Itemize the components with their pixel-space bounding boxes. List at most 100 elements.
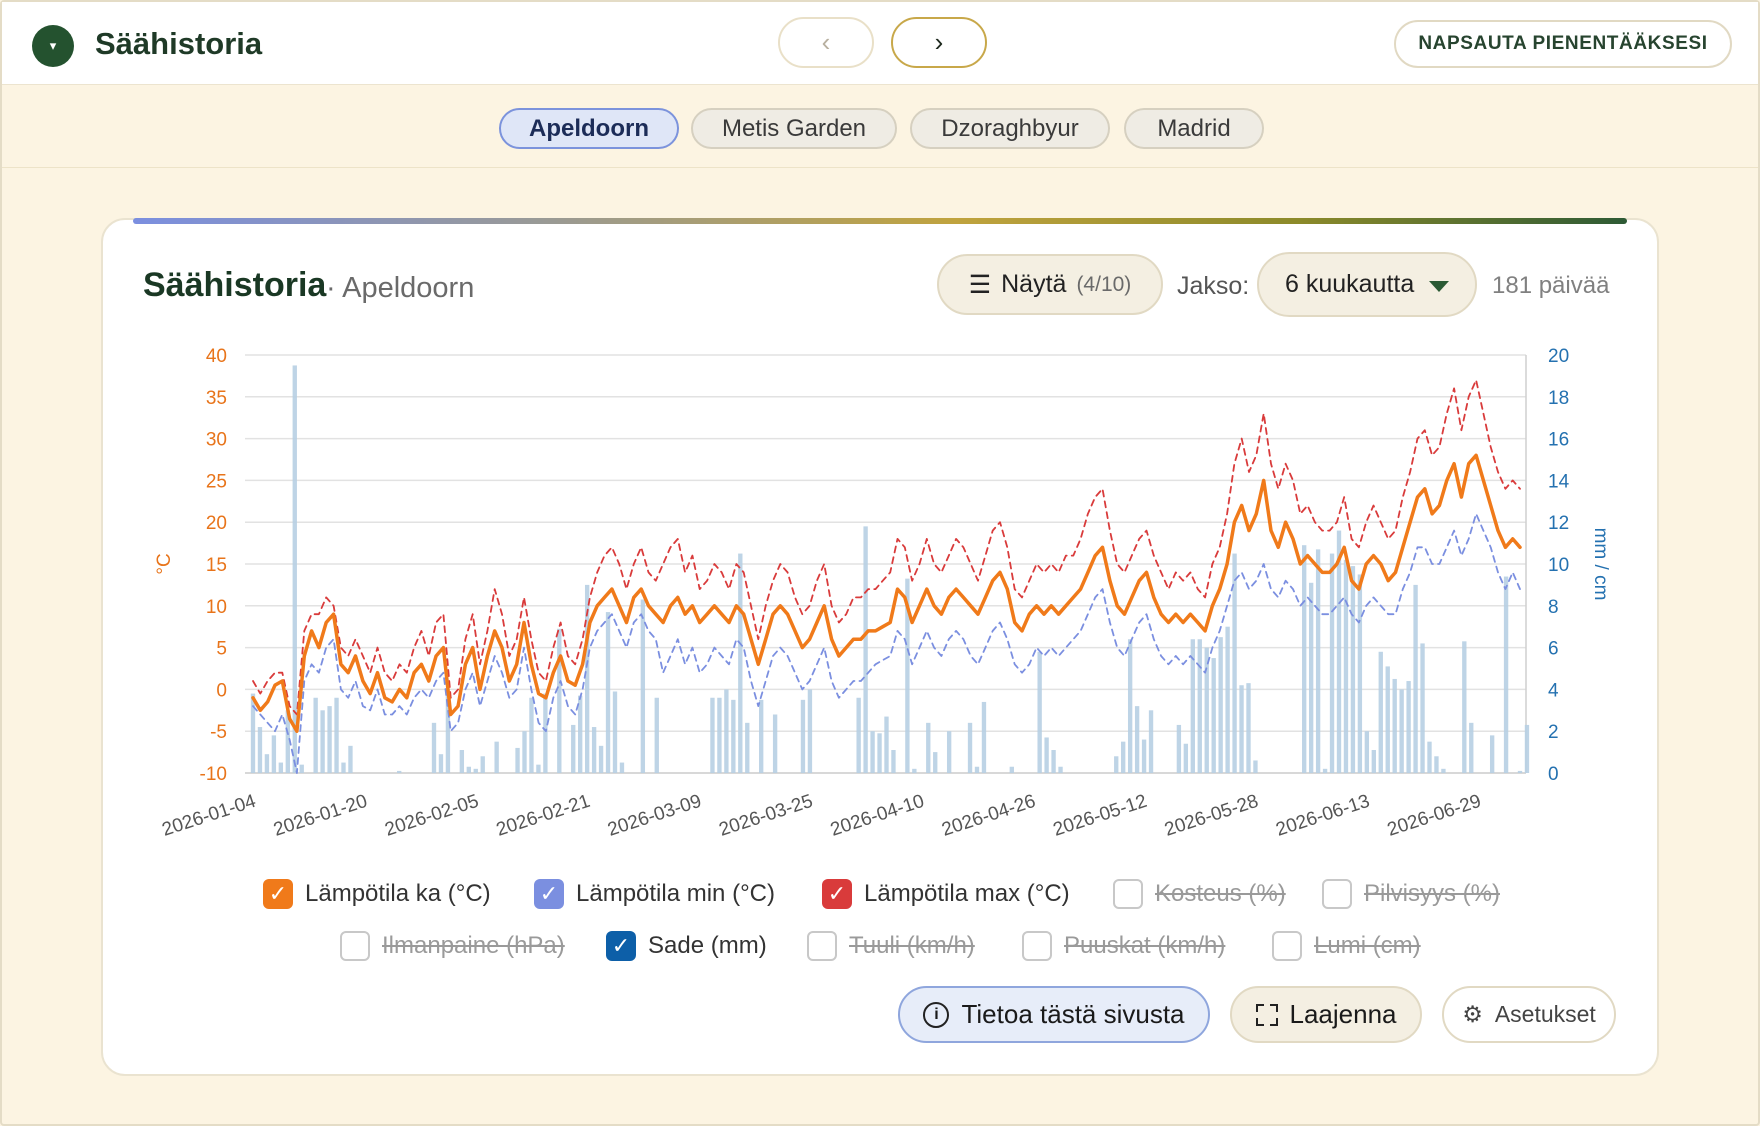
rain-bar <box>264 754 270 773</box>
rain-bar <box>1392 678 1397 773</box>
rain-bar <box>557 628 562 773</box>
collapse-toggle-icon[interactable]: ▾ <box>32 25 74 67</box>
x-tick-label: 2026-02-21 <box>494 791 593 841</box>
legend-checkbox[interactable] <box>1272 931 1302 961</box>
legend-item-lumi-cm[interactable]: Lumi (cm) <box>1272 930 1421 962</box>
legend-checkbox[interactable] <box>1113 879 1143 909</box>
rain-bar <box>278 762 284 773</box>
rain-bar <box>640 599 646 773</box>
top-bar: ▾ Säähistoria ‹ › NAPSAUTA PIENENTÄÄKSES… <box>2 2 1758 85</box>
legend-item-tuuli-km-h[interactable]: Tuuli (km/h) <box>807 930 975 962</box>
x-tick-label: 2026-05-28 <box>1162 791 1261 841</box>
legend-item-lämpötila-ka-c[interactable]: ✓ Lämpötila ka (°C) <box>263 878 491 910</box>
x-tick-label: 2026-04-26 <box>939 791 1038 841</box>
rain-bar <box>974 766 980 773</box>
rain-bar <box>591 727 597 773</box>
legend-label: Ilmanpaine (hPa) <box>382 932 565 959</box>
location-tab-apeldoorn[interactable]: Apeldoorn <box>499 108 679 149</box>
rain-bar <box>891 750 896 773</box>
y-tick-label: 0 <box>216 680 227 701</box>
legend-checkbox[interactable]: ✓ <box>534 879 564 909</box>
rain-bar <box>543 693 548 773</box>
settings-button[interactable]: ⚙ Asetukset <box>1442 986 1616 1043</box>
rain-bar <box>438 754 444 773</box>
rain-bar <box>1441 768 1446 773</box>
rain-bar <box>397 770 402 773</box>
minimize-button[interactable]: NAPSAUTA PIENENTÄÄKSESI <box>1394 20 1732 68</box>
rain-bar <box>1134 706 1140 773</box>
expand-button[interactable]: Laajenna <box>1230 986 1422 1043</box>
legend-checkbox[interactable] <box>1022 931 1052 961</box>
location-tab-dzoraghbyur[interactable]: Dzoraghbyur <box>910 108 1110 149</box>
rain-bar <box>1462 641 1467 773</box>
rain-bar <box>724 689 729 773</box>
legend-item-kosteus[interactable]: Kosteus (%) <box>1113 878 1286 910</box>
rain-bar <box>515 747 520 773</box>
rain-bar <box>884 716 889 773</box>
rain-bar <box>926 722 931 773</box>
legend-item-pilvisyys[interactable]: Pilvisyys (%) <box>1322 878 1500 910</box>
period-value: 6 kuukautta <box>1285 270 1415 298</box>
legend-checkbox[interactable]: ✓ <box>606 931 636 961</box>
settings-label: Asetukset <box>1494 1001 1596 1027</box>
rain-bar <box>1308 582 1314 773</box>
rain-bar <box>320 710 325 773</box>
y2-tick-label: 6 <box>1548 639 1559 660</box>
location-tabs: Apeldoorn Metis Garden Dzoraghbyur Madri… <box>2 86 1758 168</box>
rain-bar <box>1121 741 1126 773</box>
series-line-temp-avg <box>251 453 1522 733</box>
y-axis-title: °C <box>154 553 175 574</box>
legend-item-lämpötila-max-c[interactable]: ✓ Lämpötila max (°C) <box>822 878 1070 910</box>
legend-item-sade-mm[interactable]: ✓ Sade (mm) <box>606 930 767 962</box>
y2-tick-label: 2 <box>1548 722 1559 743</box>
rain-bar <box>1357 574 1363 773</box>
card-title: Säähistoria <box>143 266 327 304</box>
show-series-button[interactable]: ☰ Näytä (4/10) <box>937 254 1163 315</box>
legend-item-ilmanpaine-hpa[interactable]: Ilmanpaine (hPa) <box>340 930 565 962</box>
y-tick-label: 20 <box>206 513 227 534</box>
rain-bar <box>710 697 715 773</box>
x-tick-label: 2026-02-05 <box>382 791 481 841</box>
rain-bar <box>1225 626 1230 773</box>
rain-bar <box>1350 566 1356 773</box>
y2-tick-label: 18 <box>1548 388 1569 409</box>
rain-bar <box>1336 530 1342 773</box>
legend-checkbox[interactable] <box>340 931 370 961</box>
rain-bar <box>522 731 527 773</box>
rain-bar <box>1246 683 1251 773</box>
location-tab-madrid[interactable]: Madrid <box>1124 108 1264 149</box>
rain-bar <box>745 722 750 773</box>
rain-bar <box>1197 639 1202 773</box>
about-page-label: Tietoa tästä sivusta <box>961 999 1185 1029</box>
legend-checkbox[interactable] <box>1322 879 1352 909</box>
rain-bar <box>1364 731 1370 773</box>
series-line-temp-max <box>252 379 1521 716</box>
legend-checkbox[interactable]: ✓ <box>822 879 852 909</box>
show-label: Näytä <box>1001 270 1067 298</box>
rain-bar <box>1420 643 1425 773</box>
legend-item-puuskat-km-h[interactable]: Puuskat (km/h) <box>1022 930 1225 962</box>
legend-item-lämpötila-min-c[interactable]: ✓ Lämpötila min (°C) <box>534 878 775 910</box>
rain-bar <box>327 706 332 773</box>
rain-bar <box>348 745 353 773</box>
legend-checkbox[interactable]: ✓ <box>263 879 293 909</box>
rain-bar <box>759 699 764 773</box>
previous-button[interactable]: ‹ <box>778 17 874 68</box>
legend-checkbox[interactable] <box>807 931 837 961</box>
y-tick-label: 30 <box>206 430 227 451</box>
location-tab-metis-garden[interactable]: Metis Garden <box>691 108 897 149</box>
legend-label: Lämpötila ka (°C) <box>305 880 491 907</box>
y-tick-label: 25 <box>206 471 227 492</box>
rain-bar <box>605 612 611 773</box>
y-tick-label: 10 <box>206 597 227 618</box>
rain-bar <box>619 762 625 773</box>
about-page-button[interactable]: i Tietoa tästä sivusta <box>898 986 1210 1043</box>
y2-tick-label: 8 <box>1548 597 1559 618</box>
x-tick-label: 2026-03-25 <box>717 791 816 841</box>
x-tick-label: 2026-01-04 <box>160 791 259 841</box>
period-select[interactable]: 6 kuukautta <box>1257 252 1477 317</box>
y2-tick-label: 20 <box>1548 346 1569 367</box>
next-button[interactable]: › <box>891 17 987 68</box>
legend-label: Sade (mm) <box>648 932 767 959</box>
